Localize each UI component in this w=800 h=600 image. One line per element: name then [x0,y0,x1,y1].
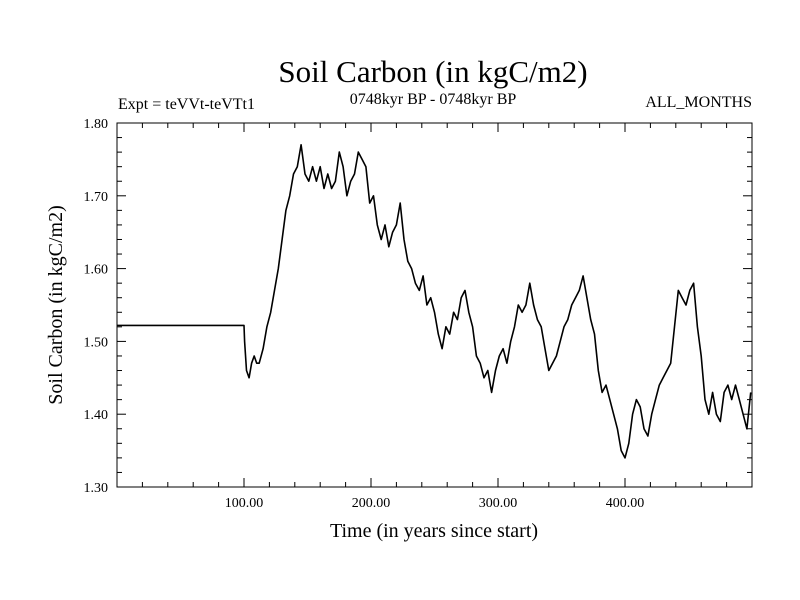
y-tick-label: 1.60 [84,263,109,278]
chart-subtitle-center: 0748kyr BP - 0748kyr BP [350,91,517,108]
x-tick-label: 300.00 [479,496,518,511]
chart-subtitle-right: ALL_MONTHS [645,94,752,111]
x-tick-label: 400.00 [606,496,645,511]
x-axis-label: Time (in years since start) [330,520,538,542]
x-axis: 100.00 200.00 300.00 400.00 [141,123,728,511]
y-axis: 1.30 1.40 1.50 1.60 1.70 1.80 [84,117,752,496]
y-tick-label: 1.50 [84,335,109,350]
chart-title: Soil Carbon (in kgC/m2) [278,54,587,89]
series-layer [117,144,752,459]
y-axis-label: Soil Carbon (in kgC/m2) [45,205,67,404]
series-line [117,144,752,459]
y-tick-label: 1.70 [84,190,109,205]
x-tick-label: 100.00 [225,496,264,511]
y-tick-label: 1.30 [84,481,109,496]
x-tick-label: 200.00 [352,496,391,511]
y-tick-label: 1.40 [84,408,109,423]
y-tick-label: 1.80 [84,117,109,132]
chart-subtitle-left: Expt = teVVt-teVTt1 [118,96,255,113]
plot-frame [116,122,753,488]
